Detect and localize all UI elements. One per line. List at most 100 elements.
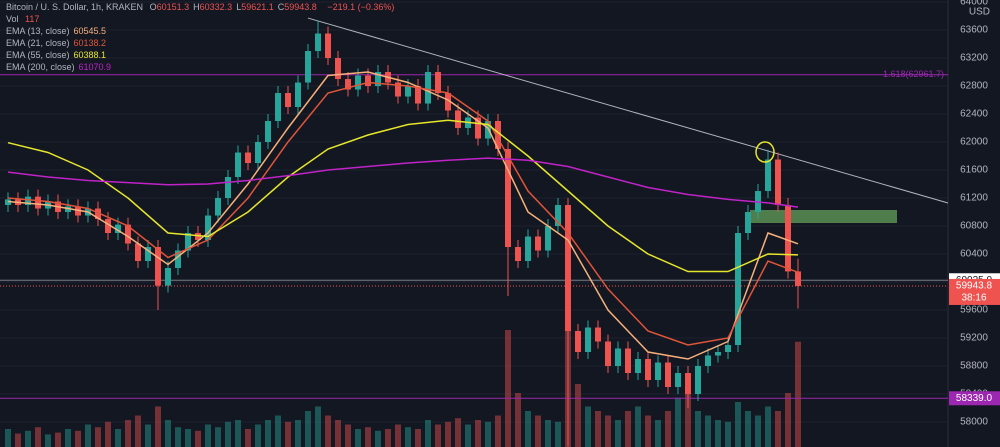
y-tick-label: 61200 xyxy=(960,193,988,204)
last-price-label: 59943.8 xyxy=(956,281,993,292)
legend-value: 60545.5 xyxy=(73,26,107,36)
candle-body xyxy=(725,345,731,353)
volume-bar xyxy=(265,420,271,447)
volume-bar xyxy=(795,341,801,447)
change: −219.1 (−0.36%) xyxy=(327,2,395,12)
candle-body xyxy=(195,233,201,241)
volume-bar xyxy=(685,393,691,447)
ohlc-value: 59621.1 xyxy=(241,2,274,12)
countdown: 38:16 xyxy=(961,293,986,304)
volume-bar xyxy=(5,429,11,447)
candle-body xyxy=(355,75,361,90)
candle-body xyxy=(95,208,101,220)
volume-bar xyxy=(485,421,491,447)
trendline xyxy=(307,17,949,204)
candle-body xyxy=(155,247,161,286)
volume-bar xyxy=(755,415,761,447)
volume-bar xyxy=(645,415,651,447)
candle-body xyxy=(365,75,371,87)
volume-bar xyxy=(745,411,751,447)
y-tick-label: 59200 xyxy=(960,333,988,344)
circle-annotation xyxy=(755,141,775,163)
y-tick-label: 59600 xyxy=(960,305,988,316)
candle-body xyxy=(115,224,121,234)
candle-body xyxy=(395,82,401,97)
candle-body xyxy=(105,219,111,234)
candle-body xyxy=(595,327,601,342)
candle-body xyxy=(335,58,341,80)
volume-bar xyxy=(605,415,611,447)
volume-bar xyxy=(255,424,261,447)
volume-bar xyxy=(275,415,281,447)
candle-body xyxy=(325,33,331,59)
y-tick-label: 58000 xyxy=(960,417,988,428)
volume-bar xyxy=(655,420,661,447)
volume-bar xyxy=(235,420,241,447)
legend-name: EMA (13, close) xyxy=(6,26,70,36)
ohlc-letter: H xyxy=(193,2,200,12)
candle-body xyxy=(135,243,141,262)
volume-bar xyxy=(425,420,431,447)
volume-bar xyxy=(115,429,121,447)
volume-bar xyxy=(475,420,481,447)
candle-body xyxy=(425,72,431,104)
legend-row: Bitcoin / U. S. Dollar, 1h, KRAKEN O6015… xyxy=(6,1,398,13)
volume-bar xyxy=(165,420,171,447)
candle-body xyxy=(525,236,531,262)
candle-body xyxy=(415,86,421,104)
volume-bar xyxy=(55,432,61,447)
candle-body xyxy=(235,152,241,178)
symbol-title: Bitcoin / U. S. Dollar, 1h, KRAKEN xyxy=(6,2,144,12)
volume-bar xyxy=(495,415,501,447)
candle-body xyxy=(255,142,261,164)
volume-bar xyxy=(575,384,581,447)
volume-bar xyxy=(415,429,421,447)
last-price-box xyxy=(949,278,1000,305)
volume-bar xyxy=(215,427,221,447)
volume-bar xyxy=(95,427,101,447)
candle-body xyxy=(495,121,501,150)
volume-bar xyxy=(515,393,521,447)
volume-bar xyxy=(445,421,451,447)
y-tick-label: 62800 xyxy=(960,81,988,92)
volume-bar xyxy=(775,411,781,447)
candle-body xyxy=(605,341,611,367)
candle-body xyxy=(275,93,281,122)
legend-row: EMA (200, close) 61070.9 xyxy=(6,61,398,73)
y-tick-label: 58800 xyxy=(960,361,988,372)
volume-bar xyxy=(335,420,341,447)
volume-bar xyxy=(675,397,681,447)
candle-body xyxy=(635,359,641,374)
ema-legend: EMA (13, close) 60545.5 EMA (21, close) 601… xyxy=(6,25,398,73)
legend-name: EMA (200, close) xyxy=(6,62,75,72)
volume-bar xyxy=(75,430,81,447)
candle-body xyxy=(375,72,381,87)
volume-bar xyxy=(155,406,161,447)
candle-body xyxy=(305,51,311,83)
volume-bar xyxy=(175,427,181,447)
volume-bar xyxy=(35,427,41,447)
ohlc-letter: L xyxy=(236,2,242,12)
candle-body xyxy=(25,196,31,206)
ohlc-letter: C xyxy=(277,2,285,12)
candle-body xyxy=(485,121,491,139)
y-tick-label: 60800 xyxy=(960,221,988,232)
candle-body xyxy=(565,205,571,332)
volume-bar xyxy=(295,420,301,447)
y-tick-label: 63200 xyxy=(960,53,988,64)
candle-body xyxy=(785,205,791,272)
price-label-box xyxy=(949,391,1000,406)
axis-unit: USD xyxy=(969,7,990,18)
volume-bar xyxy=(525,411,531,447)
ema-line xyxy=(7,71,799,360)
candle-body xyxy=(645,359,651,381)
volume-bar xyxy=(615,420,621,447)
volume-bar xyxy=(285,421,291,447)
volume-bar xyxy=(205,424,211,447)
candle-body xyxy=(655,362,661,381)
volume-bar xyxy=(665,411,671,447)
candle-body xyxy=(215,198,221,216)
candle-body xyxy=(165,268,171,286)
candle-body xyxy=(615,348,621,367)
y-tick-label: 60400 xyxy=(960,249,988,260)
